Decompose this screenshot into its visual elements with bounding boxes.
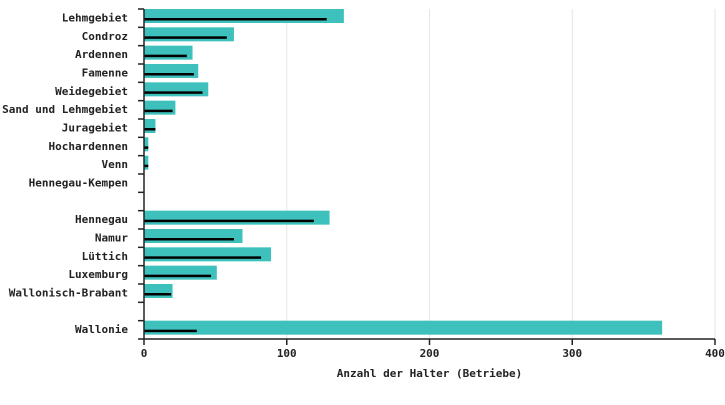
bar [144,229,243,243]
bar [144,284,173,298]
bar-inner [144,146,149,149]
bar-inner [144,73,194,76]
bar [144,100,176,115]
y-tick-label: Wallonisch-Brabant [9,287,128,300]
y-tick-label: Sand und Lehmgebiet [2,103,128,116]
y-tick-label: Hennegau [75,213,128,226]
y-tick-label: Condroz [82,30,128,43]
bar [144,155,149,170]
y-tick-label: Venn [102,158,129,171]
bar [144,27,234,42]
x-axis-label: Anzahl der Halter (Betriebe) [337,367,522,380]
y-tick-label: Lehmgebiet [62,12,128,25]
y-tick-label: Wallonie [75,323,128,336]
bar-inner [144,18,327,21]
bar [144,247,272,262]
bar-inner [144,256,262,259]
bar-inner [144,128,156,131]
x-tick-label: 200 [420,347,440,360]
bar-inner [144,238,234,241]
bar-inner [144,36,227,39]
x-tick-label: 300 [562,347,582,360]
bar [144,265,217,280]
y-tick-label: Lüttich [82,250,128,263]
y-tick-label: Weidegebiet [55,85,128,98]
bar [144,45,193,60]
y-tick-label: Namur [95,232,128,245]
bar-inner [144,293,172,296]
x-tick-label: 400 [705,347,725,360]
bar [144,137,149,152]
bar-inner [144,91,203,94]
x-tick-label: 100 [277,347,297,360]
bar [144,9,344,23]
bar [144,82,209,97]
bar [144,64,199,78]
y-tick-label: Famenne [82,67,129,80]
bar-inner [144,219,314,223]
y-tick-label: Ardennen [75,48,128,61]
x-tick-label: 0 [141,347,148,360]
y-tick-label: Juragebiet [62,122,128,135]
bar-inner [144,109,173,113]
bar [144,210,330,225]
bar-inner [144,329,197,333]
y-tick-label: Luxemburg [68,268,128,281]
bar-inner [144,164,149,168]
y-tick-label: Hennegau-Kempen [29,177,128,190]
bar [144,119,156,133]
y-tick-label: Hochardennen [49,140,128,153]
bar-inner [144,274,212,278]
bar [144,320,663,335]
bar-inner [144,54,187,58]
